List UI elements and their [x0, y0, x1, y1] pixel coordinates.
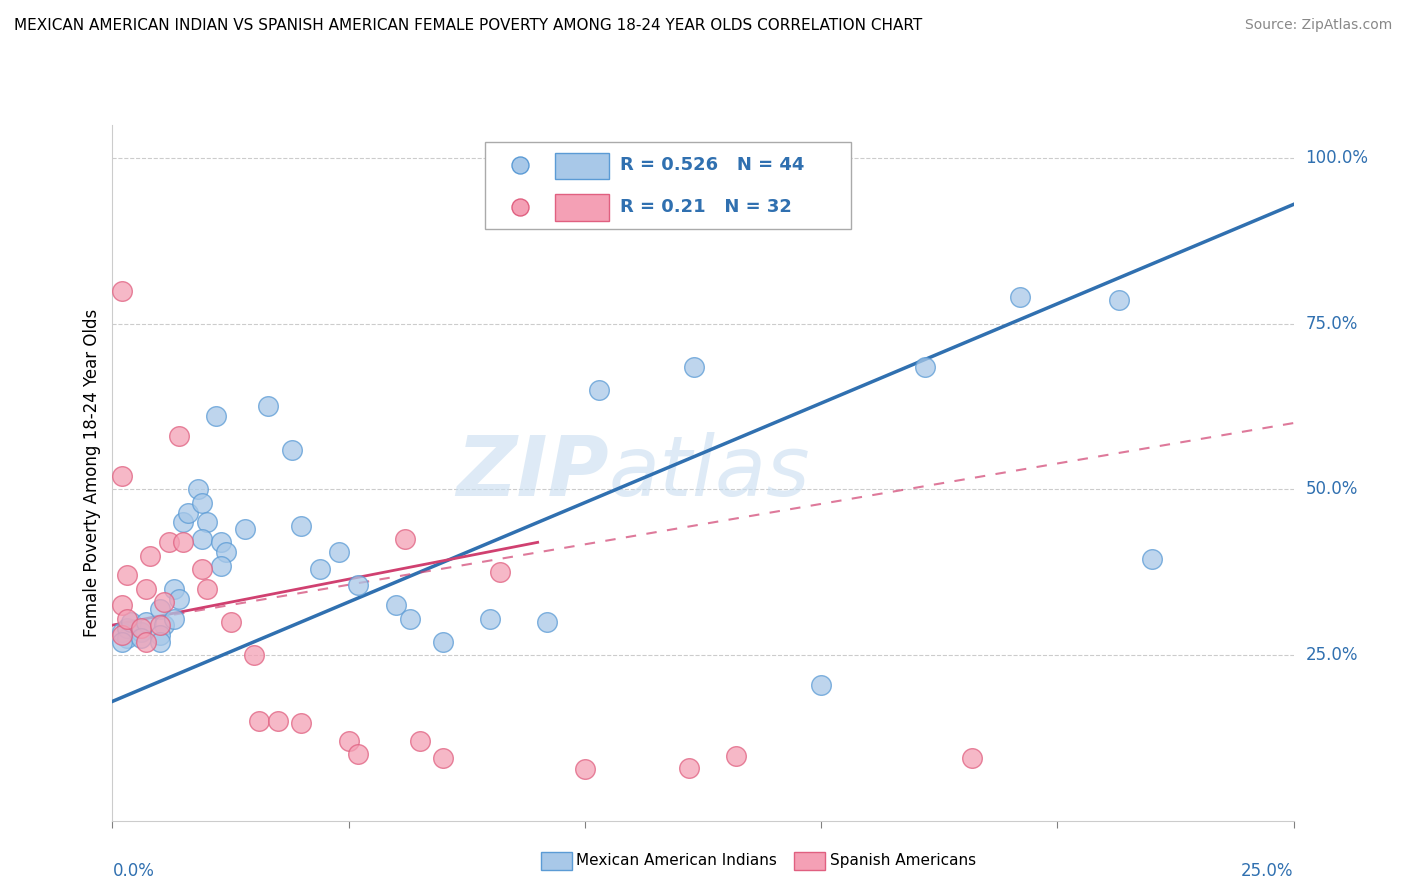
Point [135, 634, 157, 648]
Point [135, 615, 157, 629]
Point [177, 506, 200, 520]
Point [536, 615, 558, 629]
Bar [555, 153, 609, 179]
Point [1008, 290, 1031, 304]
Point [574, 762, 596, 776]
Point [129, 624, 152, 639]
Point [347, 578, 370, 592]
Point [163, 582, 186, 596]
Point [914, 359, 936, 374]
Point [408, 734, 430, 748]
Point [328, 545, 350, 559]
Y-axis label: Female Poverty Among 18-24 Year Olds: Female Poverty Among 18-24 Year Olds [83, 309, 101, 637]
Text: R = 0.526   N = 44: R = 0.526 N = 44 [620, 156, 804, 174]
Point [209, 535, 232, 549]
Point [678, 761, 700, 775]
Text: Mexican American Indians: Mexican American Indians [576, 854, 778, 868]
Text: ZIP: ZIP [456, 433, 609, 513]
Point [172, 516, 194, 530]
Point [588, 383, 610, 397]
Text: 0.0%: 0.0% [112, 863, 155, 880]
Point [309, 562, 332, 576]
Point [163, 611, 186, 625]
Point [115, 611, 138, 625]
Point [257, 400, 280, 414]
Point [1108, 293, 1130, 308]
Point [394, 532, 416, 546]
Point [149, 634, 172, 648]
Point [135, 582, 157, 596]
Bar [555, 194, 609, 221]
Point [111, 469, 134, 483]
Point [153, 595, 176, 609]
Point [129, 622, 152, 636]
Point [120, 615, 142, 629]
Point [489, 565, 512, 579]
Point [247, 714, 270, 729]
Point [167, 429, 190, 443]
Point [1140, 552, 1163, 566]
Text: 75.0%: 75.0% [1305, 315, 1358, 333]
Point [153, 618, 176, 632]
Point [115, 632, 138, 646]
Point [209, 558, 232, 573]
Text: 50.0%: 50.0% [1305, 480, 1358, 499]
Point [195, 516, 218, 530]
Point [385, 599, 408, 613]
Point [290, 518, 312, 533]
Text: R = 0.21   N = 32: R = 0.21 N = 32 [620, 198, 792, 216]
Point [111, 634, 134, 648]
Point [215, 545, 238, 559]
Point [129, 632, 152, 646]
Point [399, 611, 422, 625]
Point [243, 648, 266, 662]
Point [149, 628, 172, 642]
Text: 100.0%: 100.0% [1305, 149, 1368, 167]
Text: atlas: atlas [609, 433, 810, 513]
Point [432, 750, 454, 764]
Text: MEXICAN AMERICAN INDIAN VS SPANISH AMERICAN FEMALE POVERTY AMONG 18-24 YEAR OLDS: MEXICAN AMERICAN INDIAN VS SPANISH AMERI… [14, 18, 922, 33]
Point [115, 622, 138, 636]
Point [191, 532, 214, 546]
Point [725, 748, 748, 763]
Point [233, 522, 256, 536]
Point [167, 591, 190, 606]
Text: Source: ZipAtlas.com: Source: ZipAtlas.com [1244, 18, 1392, 32]
Point [205, 409, 228, 424]
Text: 25.0%: 25.0% [1241, 863, 1294, 880]
Point [172, 535, 194, 549]
Point [157, 535, 180, 549]
Point [111, 628, 134, 642]
Point [149, 618, 172, 632]
Point [111, 624, 134, 639]
Point [337, 734, 360, 748]
Point [191, 562, 214, 576]
Point [111, 284, 134, 298]
Point [682, 359, 704, 374]
Point [479, 611, 502, 625]
Point [281, 442, 304, 457]
Point [139, 549, 162, 563]
Point [191, 495, 214, 509]
Point [810, 678, 832, 692]
Text: 25.0%: 25.0% [1305, 646, 1358, 664]
Point [962, 750, 984, 764]
Point [432, 634, 454, 648]
Point [186, 483, 208, 497]
Point [111, 599, 134, 613]
Point [115, 568, 138, 582]
FancyBboxPatch shape [485, 142, 851, 229]
Point [195, 582, 218, 596]
Point [347, 747, 370, 762]
Point [290, 715, 312, 730]
Text: Spanish Americans: Spanish Americans [830, 854, 976, 868]
Point [219, 615, 242, 629]
Point [267, 714, 290, 729]
Point [149, 601, 172, 615]
